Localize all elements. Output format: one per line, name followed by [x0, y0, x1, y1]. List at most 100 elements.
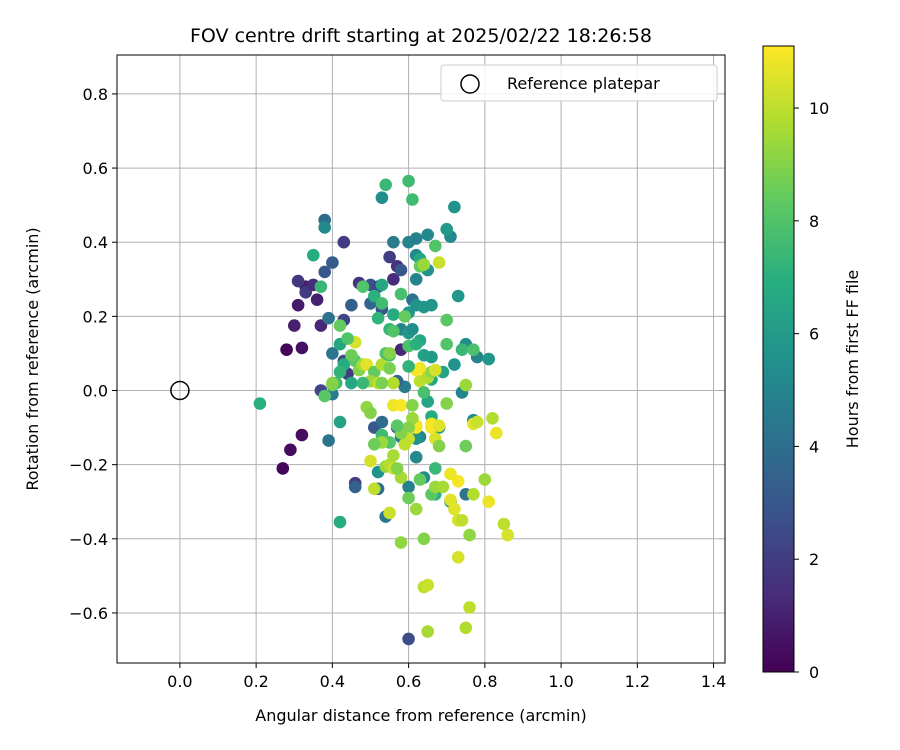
data-point [291, 298, 305, 312]
y-tick-label: 0.2 [83, 307, 108, 326]
data-point [371, 311, 385, 325]
data-point [364, 454, 377, 468]
data-point [417, 386, 431, 399]
colorbar-gradient [762, 45, 795, 673]
data-point [406, 399, 419, 412]
y-tick-label: 0.0 [83, 382, 108, 401]
colorbar-tick-label: 10 [809, 99, 829, 118]
data-point [432, 439, 446, 453]
data-point [402, 174, 415, 188]
colorbar-tick-label: 4 [809, 437, 819, 456]
data-point [470, 415, 484, 429]
plot-frame [116, 54, 726, 664]
data-point [467, 488, 480, 501]
data-point [291, 274, 305, 288]
data-point [459, 621, 473, 635]
data-point [394, 263, 408, 277]
data-point [394, 399, 408, 412]
data-point [307, 248, 320, 262]
data-point [421, 578, 435, 592]
data-point [459, 378, 473, 392]
data-point [448, 502, 461, 516]
data-point [318, 389, 332, 403]
data-point [463, 601, 476, 614]
data-point [341, 332, 354, 345]
x-tick-label: 0.2 [243, 672, 268, 691]
data-point [379, 178, 393, 192]
data-point [459, 439, 473, 453]
data-point [253, 397, 267, 410]
data-point [490, 426, 503, 440]
data-point [326, 256, 339, 269]
data-point [440, 313, 454, 327]
data-point [406, 323, 419, 336]
data-point [398, 310, 412, 323]
x-tick-label: 1.4 [701, 672, 726, 691]
data-point [440, 222, 454, 236]
data-point [288, 319, 301, 332]
data-point [497, 517, 511, 531]
y-tick-label: −0.6 [69, 604, 108, 623]
data-point [421, 228, 435, 242]
data-point [280, 343, 293, 357]
data-point [429, 462, 442, 475]
data-point [368, 482, 381, 496]
data-point [387, 273, 400, 286]
data-point [421, 625, 435, 638]
data-point [409, 337, 423, 351]
data-point [406, 193, 419, 206]
data-point [387, 376, 400, 390]
data-point [402, 360, 415, 373]
data-point [402, 632, 415, 646]
data-point [375, 297, 389, 310]
legend-box [440, 64, 718, 102]
data-point [375, 376, 389, 390]
x-tick-label: 1.0 [548, 672, 573, 691]
x-axis-label: Angular distance from reference (arcmin) [255, 706, 586, 725]
y-tick-label: 0.6 [83, 159, 108, 178]
y-tick-label: 0.4 [83, 233, 108, 252]
data-point [276, 462, 290, 475]
data-point [375, 191, 389, 204]
x-tick-label: 0.4 [320, 672, 345, 691]
y-axis-label: Rotation from reference (arcmin) [23, 227, 42, 490]
data-point [383, 506, 396, 520]
data-point [356, 376, 370, 390]
data-point [326, 347, 339, 360]
data-point [387, 449, 400, 462]
data-point [356, 280, 370, 294]
x-tick-label: 0.0 [167, 672, 192, 691]
data-point [432, 256, 446, 269]
data-point [417, 349, 431, 362]
y-axis: −0.6 −0.4 −0.2 0.0 0.2 0.4 0.6 0.8 [69, 85, 117, 623]
colorbar-tick-label: 8 [809, 212, 819, 231]
data-point [322, 311, 335, 325]
data-point [432, 419, 446, 433]
data-point [345, 298, 358, 312]
data-point [333, 415, 347, 429]
data-point [478, 473, 492, 486]
data-point [417, 258, 431, 271]
x-axis: 0.0 0.2 0.4 0.6 0.8 1.0 1.2 1.4 [167, 663, 726, 691]
data-point [394, 287, 408, 301]
data-point [387, 235, 400, 249]
data-point [318, 265, 332, 279]
x-tick-label: 0.8 [472, 672, 497, 691]
data-point [448, 358, 461, 371]
data-point [345, 349, 358, 362]
x-tick-label: 0.6 [396, 672, 421, 691]
data-point [295, 428, 309, 442]
data-point [409, 273, 423, 286]
data-point [390, 462, 404, 475]
data-point [348, 480, 362, 494]
data-point [368, 438, 381, 451]
data-point [417, 532, 431, 546]
y-tick-label: −0.2 [69, 456, 108, 475]
data-point [486, 412, 499, 425]
data-point [295, 341, 309, 355]
legend-reference-marker [460, 74, 480, 94]
data-point [387, 324, 400, 338]
data-point [409, 502, 423, 516]
data-point [409, 450, 423, 464]
